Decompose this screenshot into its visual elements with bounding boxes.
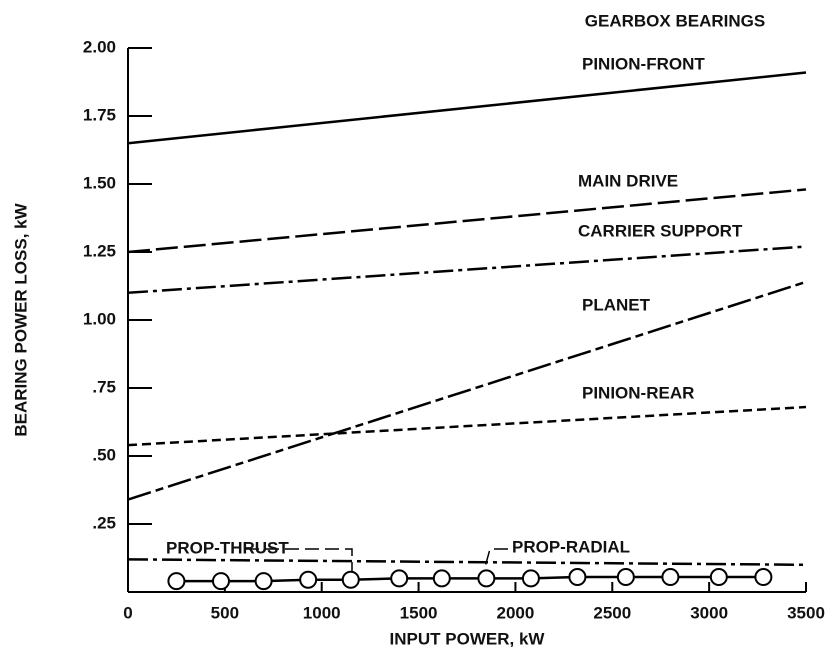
y-tick-label: 1.50: [83, 173, 116, 192]
series-line: [127, 558, 807, 567]
x-tick-label: 1000: [303, 603, 341, 622]
y-tick-label: 1.00: [83, 309, 116, 328]
marker: [211, 572, 230, 591]
marker: [254, 572, 273, 591]
series-label: CARRIER SUPPORT: [578, 221, 743, 240]
marker: [477, 569, 496, 588]
marker: [568, 568, 587, 587]
y-tick-label: 1.75: [83, 105, 116, 124]
series-line: [127, 71, 807, 145]
marker: [167, 572, 186, 591]
x-tick-label: 3500: [787, 603, 825, 622]
y-tick-label: 1.25: [83, 241, 116, 260]
series-label: PROP-RADIAL: [512, 537, 630, 556]
series-label: PLANET: [582, 295, 651, 314]
chart-title: GEARBOX BEARINGS: [585, 11, 765, 30]
y-axis-label: BEARING POWER LOSS, kW: [11, 202, 30, 436]
series-label: PROP-THRUST: [166, 538, 289, 557]
series-line: [127, 405, 807, 447]
marker: [432, 569, 451, 588]
x-tick-label: 2000: [497, 603, 535, 622]
marker: [390, 569, 409, 588]
series-line: [127, 280, 807, 501]
marker: [661, 568, 680, 587]
y-tick-label: .25: [92, 513, 116, 532]
marker: [341, 570, 360, 589]
x-tick-label: 1500: [400, 603, 438, 622]
x-axis-label: INPUT POWER, kW: [390, 629, 546, 648]
marker: [616, 568, 635, 587]
marker: [754, 568, 773, 587]
x-tick-label: 3000: [690, 603, 728, 622]
series-label: PINION-FRONT: [582, 54, 705, 73]
series-label: PINION-REAR: [582, 383, 694, 402]
x-tick-label: 2500: [593, 603, 631, 622]
series-line: [127, 188, 807, 254]
marker: [299, 570, 318, 589]
x-tick-label: 500: [211, 603, 239, 622]
x-tick-label: 0: [123, 603, 132, 622]
series-line: [127, 245, 807, 295]
leader-line: [245, 548, 353, 580]
y-tick-label: 2.00: [83, 37, 116, 56]
marker: [709, 568, 728, 587]
y-tick-label: .75: [92, 377, 116, 396]
y-tick-label: .50: [92, 445, 116, 464]
marker: [521, 569, 540, 588]
series-label: MAIN DRIVE: [578, 171, 678, 190]
